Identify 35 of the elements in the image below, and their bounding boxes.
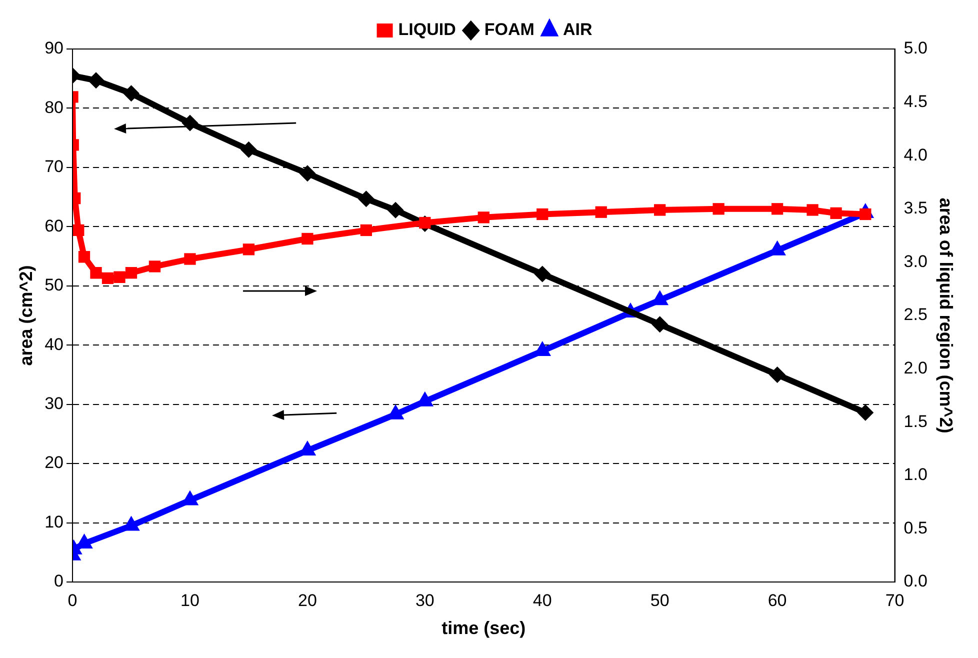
y2-tick-label: 4.0 xyxy=(904,145,928,164)
y2-tick-label: 1.5 xyxy=(904,412,928,431)
y-tick-label: 80 xyxy=(44,98,64,117)
y-tick-label: 10 xyxy=(44,512,64,532)
x-axis-title: time (sec) xyxy=(442,618,526,638)
y2-tick-label: 3.0 xyxy=(904,252,928,271)
y2-tick-label: 2.5 xyxy=(904,305,928,324)
y-tick-label: 30 xyxy=(44,394,64,414)
y-tick-label: 50 xyxy=(44,276,64,295)
y2-tick-label: 4.5 xyxy=(904,92,928,111)
y-tick-label: 20 xyxy=(44,453,64,472)
y-tick-label: 0 xyxy=(54,572,64,591)
y2-tick-label: 0.5 xyxy=(904,518,928,538)
y-tick-label: 70 xyxy=(44,157,64,176)
y-tick-label: 60 xyxy=(44,216,64,236)
x-tick-label: 0 xyxy=(68,590,78,610)
legend-label: LIQUID xyxy=(398,20,456,40)
x-tick-label: 60 xyxy=(768,590,787,610)
y2-axis-title: area of liquid region (cm^2) xyxy=(936,198,956,434)
legend-label: FOAM xyxy=(484,20,534,40)
y-tick-label: 90 xyxy=(44,38,64,58)
y-tick-label: 40 xyxy=(44,334,64,354)
y2-tick-label: 2.0 xyxy=(904,358,928,378)
y2-tick-label: 3.5 xyxy=(904,198,928,218)
x-tick-label: 10 xyxy=(180,590,200,610)
x-tick-label: 50 xyxy=(650,590,670,610)
x-tick-label: 30 xyxy=(415,590,434,610)
x-tick-label: 40 xyxy=(532,590,552,610)
x-tick-label: 70 xyxy=(885,590,904,610)
y2-tick-label: 1.0 xyxy=(904,465,928,484)
x-tick-label: 20 xyxy=(298,590,317,610)
y-axis-title: area (cm^2) xyxy=(16,265,36,366)
y2-tick-label: 5.0 xyxy=(904,38,928,58)
legend-label: AIR xyxy=(562,20,592,40)
y2-tick-label: 0.0 xyxy=(904,572,928,591)
